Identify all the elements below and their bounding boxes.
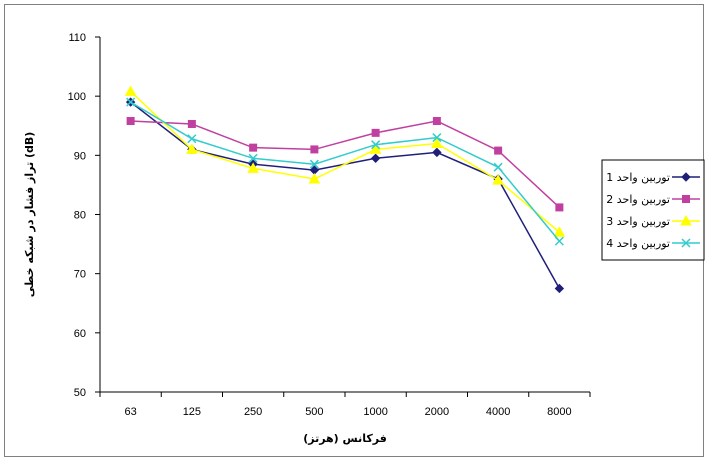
y-tick-label: 50	[74, 387, 86, 399]
data-point	[247, 162, 259, 173]
data-point	[309, 159, 319, 169]
data-point	[431, 137, 443, 148]
data-point	[553, 226, 566, 237]
data-point	[494, 146, 503, 155]
data-point	[554, 236, 564, 246]
legend-marker	[681, 238, 691, 248]
data-point	[249, 143, 258, 152]
data-point	[555, 203, 564, 212]
data-point	[554, 283, 565, 294]
y-axis-title: تراز فشار در شبکه خطی (dB)	[23, 132, 36, 298]
legend-item-4: توربین واحد 4	[606, 237, 700, 250]
series-line	[130, 90, 560, 233]
y-tick-label: 80	[74, 210, 86, 222]
y-tick-label: 90	[74, 150, 86, 162]
legend-marker	[680, 214, 692, 226]
series-line	[130, 101, 561, 289]
legend-label: توربین واحد 3	[606, 215, 670, 228]
x-tick-label: 8000	[547, 406, 571, 418]
data-point	[310, 145, 319, 154]
series-line	[130, 120, 560, 208]
x-tick-label: 500	[305, 406, 323, 418]
marker-stroke	[681, 238, 691, 248]
series-line	[130, 101, 560, 242]
series-2	[126, 117, 564, 212]
x-tick-label: 250	[244, 406, 262, 418]
marker-stroke	[248, 153, 258, 163]
data-point	[126, 97, 136, 107]
legend-item-3: توربین واحد 3	[606, 214, 700, 228]
x-tick-label: 63	[125, 406, 137, 418]
marker-stroke	[493, 162, 503, 172]
marker-stroke	[371, 140, 381, 150]
data-point	[186, 143, 198, 154]
legend-marker	[681, 172, 691, 182]
data-point	[370, 153, 381, 163]
y-tick-label: 70	[74, 269, 86, 281]
marker-stroke	[554, 236, 564, 246]
series-3	[124, 85, 566, 237]
axes: 50 60 70 80 90 100 110 63 125 250 500 1000 2000 4000 8…	[68, 32, 591, 418]
x-tick-label: 1000	[363, 406, 387, 418]
data-point	[492, 174, 504, 185]
x-tick-label: 2000	[425, 406, 449, 418]
legend-label: توربین واحد 1	[606, 171, 670, 184]
data-point	[371, 140, 381, 150]
data-point	[124, 85, 137, 96]
legend: توربین واحد 1 توربین واحد 2 توربین واحد 3 ت…	[601, 159, 705, 261]
data-point	[126, 117, 135, 126]
y-tick-label: 110	[68, 32, 86, 44]
chart-frame	[4, 4, 704, 457]
y-tick-label: 60	[74, 328, 86, 340]
legend-item-2: توربین واحد 2	[606, 193, 700, 206]
data-point	[187, 119, 196, 128]
marker-stroke	[432, 133, 442, 143]
marker-stroke	[309, 159, 319, 169]
marker-stroke	[126, 97, 136, 107]
series-4	[126, 97, 564, 246]
legend-item-1: توربین واحد 1	[606, 171, 700, 184]
data-point	[432, 133, 442, 143]
data-point	[248, 153, 258, 163]
legend-label: توربین واحد 4	[606, 237, 670, 250]
data-point	[493, 162, 503, 172]
legend-label: توربین واحد 2	[606, 193, 670, 206]
y-tick-label: 100	[68, 91, 86, 103]
data-point	[371, 128, 380, 137]
data-point	[369, 143, 382, 154]
x-tick-label: 4000	[486, 406, 510, 418]
x-axis-title: فرکانس (هرتز)	[303, 432, 387, 445]
data-point	[187, 134, 197, 144]
legend-marker	[682, 195, 690, 203]
marker-stroke	[187, 134, 197, 144]
series-layer	[124, 85, 566, 294]
data-point	[308, 172, 321, 184]
data-point	[432, 117, 441, 126]
x-tick-label: 125	[183, 406, 201, 418]
data-point	[432, 147, 442, 158]
